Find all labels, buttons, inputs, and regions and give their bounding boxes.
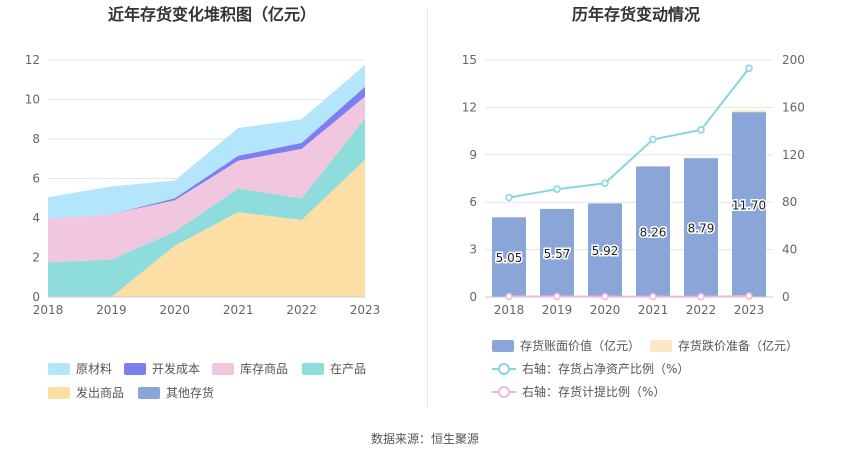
x-tick-label: 2023	[734, 303, 765, 317]
line-point	[601, 292, 609, 301]
legend-swatch	[48, 386, 70, 399]
legend-item-inventory-net-asset-ratio[interactable]: 右轴：存货占净资产比例（%）	[492, 360, 689, 377]
x-tick-label: 2022	[686, 303, 717, 317]
y-tick-label: 10	[25, 93, 40, 107]
y-tick-label: 6	[32, 172, 40, 186]
legend-label: 库存商品	[240, 362, 289, 376]
y-right-tick-label: 120	[782, 148, 805, 162]
y-tick-label: 12	[25, 53, 40, 67]
legend-label: 存货账面价值（亿元）	[520, 339, 641, 353]
x-tick-label: 2020	[590, 303, 621, 317]
legend-swatch	[302, 362, 324, 375]
legend-item-development-cost[interactable]: 开发成本	[124, 360, 200, 377]
area-series-库存商品	[48, 96, 365, 263]
bar-value-label: 8.79	[688, 222, 715, 236]
line-series-0	[508, 67, 750, 199]
legend-swatch	[138, 386, 160, 399]
y-right-tick-label: 40	[782, 243, 797, 257]
y-left-tick-label: 9	[469, 148, 477, 162]
bar-value-label: 5.05	[496, 251, 523, 265]
legend-label: 原材料	[76, 362, 113, 376]
x-tick-label: 2021	[223, 303, 254, 317]
legend-label: 右轴：存货计提比例（%）	[522, 385, 666, 399]
y-tick-label: 2	[32, 251, 40, 265]
y-right-tick-label: 160	[782, 100, 805, 114]
legend-item-goods-shipped[interactable]: 发出商品	[48, 384, 124, 401]
line-point	[553, 185, 561, 193]
line-point	[745, 64, 753, 73]
y-left-tick-label: 0	[469, 290, 477, 304]
data-source-note: 数据来源：恒生聚源	[370, 432, 479, 446]
y-tick-label: 0	[32, 290, 40, 304]
line-point	[505, 193, 513, 202]
legend-swatch	[124, 362, 146, 375]
legend-item-work-in-progress[interactable]: 在产品	[302, 360, 366, 377]
bar-book-value	[492, 217, 526, 297]
y-right-tick-label: 0	[782, 290, 790, 304]
x-tick-label: 2021	[638, 303, 669, 317]
bar-book-value	[636, 166, 670, 297]
bar-book-value	[540, 208, 574, 297]
y-right-tick-label: 80	[782, 195, 797, 209]
bar-book-value	[684, 158, 718, 297]
area-series-原材料	[48, 64, 365, 220]
y-left-tick-label: 6	[469, 195, 477, 209]
y-left-tick-label: 12	[462, 100, 477, 114]
y-tick-label: 4	[32, 211, 40, 225]
legend-label: 发出商品	[76, 386, 125, 400]
legend-label: 右轴：存货占净资产比例（%）	[522, 362, 690, 376]
line-point	[553, 292, 561, 301]
bar-book-value	[588, 203, 622, 297]
legend-label: 存货跌价准备（亿元）	[678, 339, 799, 353]
bar-impairment	[732, 110, 766, 113]
line-point	[649, 135, 657, 144]
x-tick-label: 2020	[160, 303, 191, 317]
x-tick-label: 2023	[350, 303, 381, 317]
legend-item-raw-materials[interactable]: 原材料	[48, 360, 112, 377]
bar-value-label: 8.26	[640, 226, 667, 240]
legend-item-book-value[interactable]: 存货账面价值（亿元）	[492, 337, 640, 354]
panel-divider	[427, 8, 428, 408]
legend-label: 开发成本	[152, 362, 201, 376]
line-point	[745, 292, 753, 300]
legend-swatch	[48, 362, 70, 375]
x-tick-label: 2018	[33, 303, 64, 317]
left-chart-title: 近年存货变化堆积图（亿元）	[108, 5, 316, 24]
bar-value-label: 5.57	[544, 247, 571, 261]
legend-line-symbol	[492, 362, 516, 376]
line-point	[697, 293, 705, 301]
area-series-发出商品	[48, 159, 365, 297]
y-left-tick-label: 3	[469, 243, 477, 257]
line-point	[601, 179, 609, 187]
bar-value-label: 11.70	[732, 199, 766, 213]
legend-line-symbol	[492, 385, 516, 399]
legend-label: 在产品	[330, 362, 367, 376]
area-series-在产品	[48, 118, 365, 297]
legend-item-provision-ratio[interactable]: 右轴：存货计提比例（%）	[492, 383, 665, 400]
bar-book-value	[732, 112, 766, 297]
line-point	[649, 292, 657, 301]
legend-item-impairment[interactable]: 存货跌价准备（亿元）	[650, 337, 798, 354]
legend-item-finished-goods[interactable]: 库存商品	[212, 360, 288, 377]
legend-label: 其他存货	[166, 386, 215, 400]
line-point	[697, 126, 705, 134]
legend-swatch	[212, 362, 234, 375]
legend-swatch	[492, 339, 514, 352]
x-tick-label: 2019	[96, 303, 127, 317]
legend-swatch	[650, 339, 672, 352]
line-point	[505, 292, 513, 301]
x-tick-label: 2019	[542, 303, 573, 317]
legend-item-other-inventory[interactable]: 其他存货	[138, 384, 214, 401]
bar-value-label: 5.92	[592, 244, 619, 258]
y-left-tick-label: 15	[462, 53, 477, 67]
line-series-1	[509, 295, 750, 298]
y-right-tick-label: 200	[782, 53, 805, 67]
x-tick-label: 2022	[286, 303, 317, 317]
y-tick-label: 8	[32, 132, 40, 146]
right-chart-title: 历年存货变动情况	[572, 5, 700, 24]
x-tick-label: 2018	[494, 303, 525, 317]
